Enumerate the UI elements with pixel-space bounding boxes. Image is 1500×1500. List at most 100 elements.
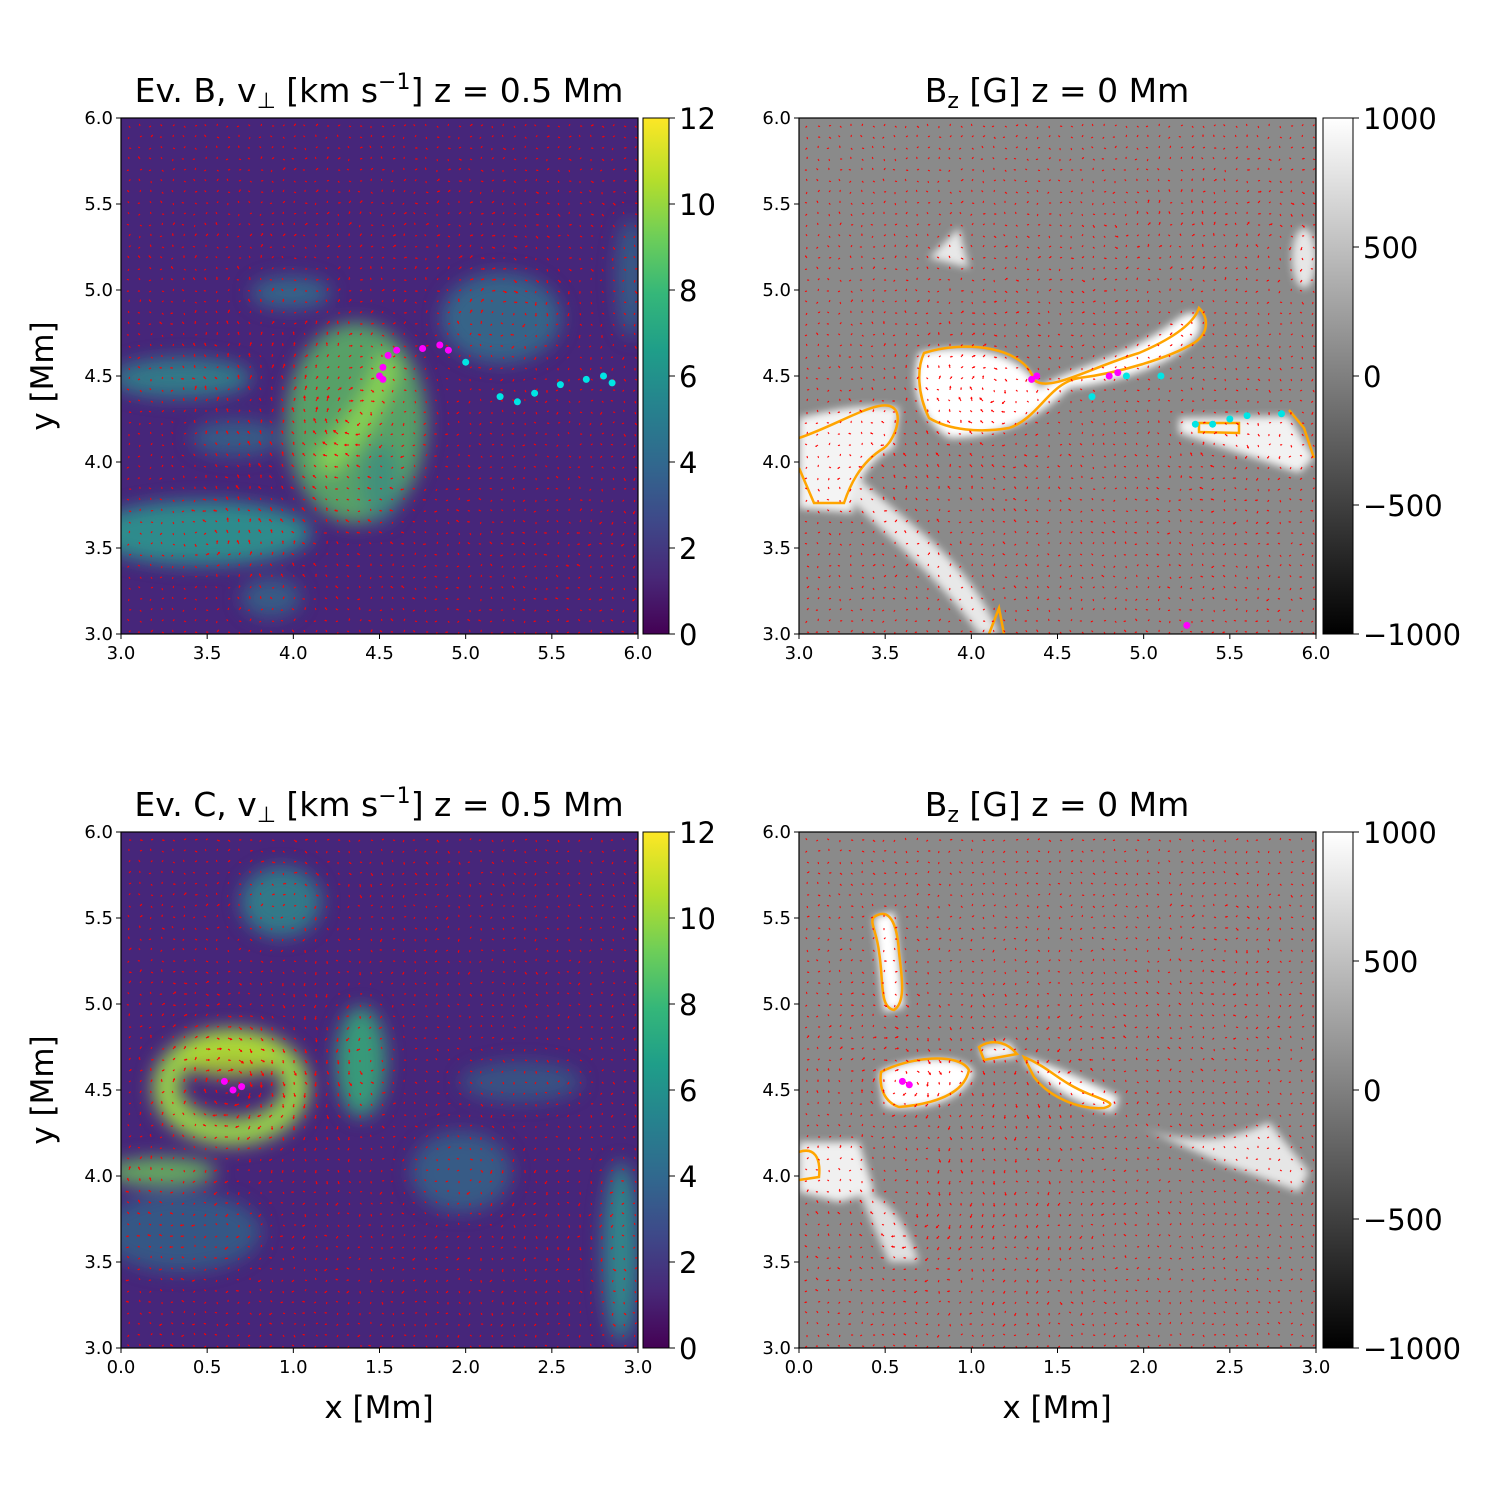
velocity-arrow bbox=[1191, 312, 1195, 314]
velocity-arrow bbox=[480, 156, 483, 160]
velocity-arrow bbox=[137, 344, 141, 347]
velocity-arrow bbox=[838, 585, 841, 589]
x-tick-label: 4.0 bbox=[957, 643, 986, 664]
velocity-arrow bbox=[1081, 378, 1083, 382]
velocity-arrow bbox=[601, 257, 605, 259]
velocity-arrow bbox=[425, 620, 428, 623]
velocity-arrow bbox=[837, 411, 841, 414]
velocity-arrow bbox=[326, 189, 328, 192]
velocity-arrow bbox=[623, 180, 628, 182]
velocity-arrow bbox=[227, 191, 231, 194]
velocity-arrow bbox=[215, 221, 218, 226]
velocity-arrow bbox=[1310, 400, 1314, 403]
velocity-arrow bbox=[634, 587, 637, 591]
velocity-arrow bbox=[1134, 521, 1138, 524]
velocity-arrow bbox=[458, 850, 460, 854]
velocity-arrow bbox=[805, 343, 808, 347]
velocity-arrow bbox=[1103, 332, 1106, 336]
velocity-arrow bbox=[271, 146, 274, 149]
velocity-arrow bbox=[1092, 268, 1096, 270]
velocity-arrow bbox=[337, 916, 340, 919]
velocity-arrow bbox=[445, 499, 449, 502]
velocity-arrow bbox=[872, 211, 875, 215]
velocity-arrow bbox=[226, 376, 229, 380]
velocity-arrow bbox=[805, 191, 808, 195]
velocity-arrow bbox=[1014, 486, 1017, 490]
velocity-arrow bbox=[368, 619, 372, 622]
velocity-arrow bbox=[259, 926, 262, 929]
velocity-arrow bbox=[971, 266, 973, 270]
velocity-arrow bbox=[500, 345, 504, 347]
velocity-arrow bbox=[1136, 464, 1139, 468]
velocity-arrow bbox=[249, 562, 252, 567]
velocity-arrow bbox=[359, 619, 362, 622]
velocity-arrow bbox=[215, 407, 218, 413]
velocity-arrow bbox=[601, 301, 605, 303]
velocity-arrow bbox=[633, 532, 636, 536]
velocity-arrow bbox=[1257, 565, 1260, 569]
velocity-arrow bbox=[314, 905, 317, 910]
velocity-arrow bbox=[522, 586, 526, 589]
velocity-arrow bbox=[1202, 146, 1206, 149]
velocity-arrow bbox=[139, 938, 142, 941]
velocity-arrow bbox=[1147, 310, 1149, 314]
velocity-arrow bbox=[546, 455, 550, 458]
velocity-arrow bbox=[1158, 355, 1161, 358]
velocity-arrow bbox=[817, 343, 820, 347]
velocity-arrow bbox=[533, 860, 537, 863]
velocity-arrow bbox=[1245, 609, 1248, 613]
velocity-arrow bbox=[1081, 290, 1085, 294]
velocity-arrow bbox=[1244, 499, 1248, 502]
velocity-arrow bbox=[949, 475, 951, 478]
velocity-arrow bbox=[892, 168, 896, 171]
velocity-arrow bbox=[1301, 345, 1304, 349]
velocity-arrow bbox=[423, 433, 427, 437]
velocity-arrow bbox=[1070, 574, 1073, 578]
velocity-arrow bbox=[1235, 532, 1237, 536]
velocity-arrow bbox=[859, 344, 863, 347]
velocity-arrow bbox=[1202, 279, 1205, 282]
velocity-arrow bbox=[521, 608, 526, 611]
velocity-arrow bbox=[1025, 422, 1028, 425]
velocity-arrow bbox=[622, 574, 625, 578]
velocity-arrow bbox=[534, 124, 537, 127]
velocity-arrow bbox=[861, 543, 865, 546]
velocity-arrow bbox=[546, 323, 549, 327]
velocity-arrow bbox=[861, 189, 863, 193]
velocity-arrow bbox=[1266, 509, 1270, 512]
velocity-arrow bbox=[839, 169, 843, 171]
velocity-arrow bbox=[216, 396, 220, 402]
velocity-arrow bbox=[1081, 323, 1085, 325]
velocity-arrow bbox=[359, 389, 364, 392]
velocity-arrow bbox=[1312, 202, 1316, 205]
velocity-arrow bbox=[1288, 476, 1292, 479]
velocity-arrow bbox=[491, 883, 495, 885]
velocity-arrow bbox=[282, 189, 285, 193]
velocity-arrow bbox=[827, 400, 830, 403]
velocity-arrow bbox=[1158, 334, 1162, 336]
velocity-arrow bbox=[914, 312, 918, 314]
velocity-arrow bbox=[981, 574, 984, 578]
velocity-arrow bbox=[227, 443, 230, 446]
speed-field bbox=[121, 218, 638, 618]
velocity-arrow bbox=[356, 553, 361, 556]
velocity-arrow bbox=[1046, 411, 1050, 414]
velocity-arrow bbox=[971, 135, 974, 138]
velocity-arrow bbox=[599, 389, 603, 391]
velocity-arrow bbox=[446, 916, 449, 920]
velocity-arrow bbox=[1002, 454, 1006, 457]
velocity-arrow bbox=[379, 554, 383, 556]
velocity-arrow bbox=[191, 377, 196, 380]
velocity-arrow bbox=[904, 178, 907, 182]
velocity-arrow bbox=[315, 530, 318, 534]
x-tick-label: 4.5 bbox=[365, 643, 394, 664]
velocity-arrow bbox=[458, 125, 462, 128]
velocity-arrow bbox=[1134, 554, 1138, 556]
velocity-arrow bbox=[238, 179, 242, 182]
velocity-arrow bbox=[1058, 356, 1061, 360]
velocity-arrow bbox=[367, 519, 372, 523]
velocity-arrow bbox=[1213, 178, 1217, 182]
velocity-arrow bbox=[171, 576, 174, 580]
velocity-arrow bbox=[414, 872, 418, 876]
velocity-arrow bbox=[1180, 377, 1183, 380]
